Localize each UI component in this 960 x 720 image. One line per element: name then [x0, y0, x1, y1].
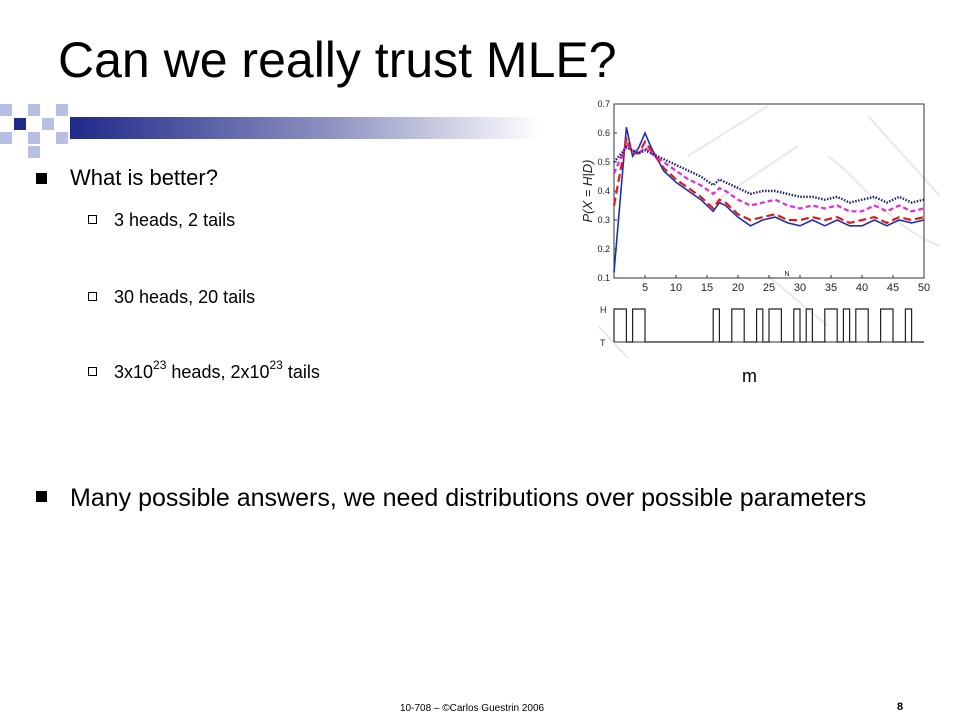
y-tick-label: 0.1	[597, 273, 610, 283]
x-tick-label: 5	[642, 282, 648, 294]
x-tick-label: 50	[918, 282, 930, 294]
y-tick-label: 0.6	[597, 128, 610, 138]
x-tick-label: 40	[856, 282, 868, 294]
sub3-exponent-1: 23	[153, 358, 167, 372]
x-tick-label: 45	[887, 282, 899, 294]
x-tick-label: 30	[794, 282, 806, 294]
sub3-part-a: 3x10	[114, 362, 154, 382]
series-line-1	[613, 127, 925, 273]
x-axis-label: N	[785, 271, 790, 278]
sub3-part-c: tails	[282, 362, 320, 382]
hollow-square-bullet-icon	[88, 215, 97, 224]
coin-flip-sequence-plot	[613, 308, 924, 343]
y-tick-label: 0.3	[597, 215, 610, 225]
series-line-4	[613, 146, 925, 204]
y-tick-label: 0.2	[597, 244, 610, 254]
x-tick-label: 35	[825, 282, 837, 294]
hollow-square-bullet-icon	[88, 292, 97, 301]
coin-axis-label-tails: T	[600, 338, 606, 348]
sub-bullet-1-text: 3 heads, 2 tails	[114, 210, 236, 230]
chart-caption-m: m	[742, 366, 757, 386]
sub3-exponent-2: 23	[269, 358, 283, 372]
series-line-2	[612, 135, 925, 225]
series-lines	[612, 127, 925, 273]
y-tick-label: 0.5	[597, 157, 610, 167]
page-number: 8	[897, 701, 904, 713]
y-axis-label: P(X = H|D)	[580, 160, 595, 223]
sub-bullet-2-text: 30 heads, 20 tails	[114, 287, 256, 307]
bullet-question-text: What is better?	[70, 165, 218, 190]
sub-bullet-3-text: 3x1023 heads, 2x1023 tails	[114, 359, 320, 383]
title-decoration-bar	[0, 104, 540, 158]
x-tick-label: 20	[732, 282, 744, 294]
bullet-answer-text: Many possible answers, we need distribut…	[70, 484, 867, 512]
x-tick-label: 10	[670, 282, 682, 294]
y-tick-label: 0.7	[597, 99, 610, 109]
footer-credit: 10-708 – ©Carlos Guestrin 2006	[400, 703, 545, 714]
coin-sequence-trace	[613, 308, 924, 343]
coin-axis-label-heads: H	[600, 305, 607, 315]
x-tick-label: 15	[701, 282, 713, 294]
slide-title: Can we really trust MLE?	[58, 32, 617, 88]
sub3-part-b: heads, 2x10	[166, 362, 270, 382]
faint-background-watermark	[597, 105, 940, 358]
mle-convergence-chart: 0.10.20.30.40.50.60.7 5 10 15 20 25 30 35 40 45 5…	[580, 99, 940, 358]
x-tick-labels: 5 10 15 20 25 30 35 40 45 50	[642, 275, 930, 294]
x-tick-label: 25	[763, 282, 775, 294]
y-tick-label: 0.4	[597, 186, 610, 196]
hollow-square-bullet-icon	[88, 367, 97, 376]
